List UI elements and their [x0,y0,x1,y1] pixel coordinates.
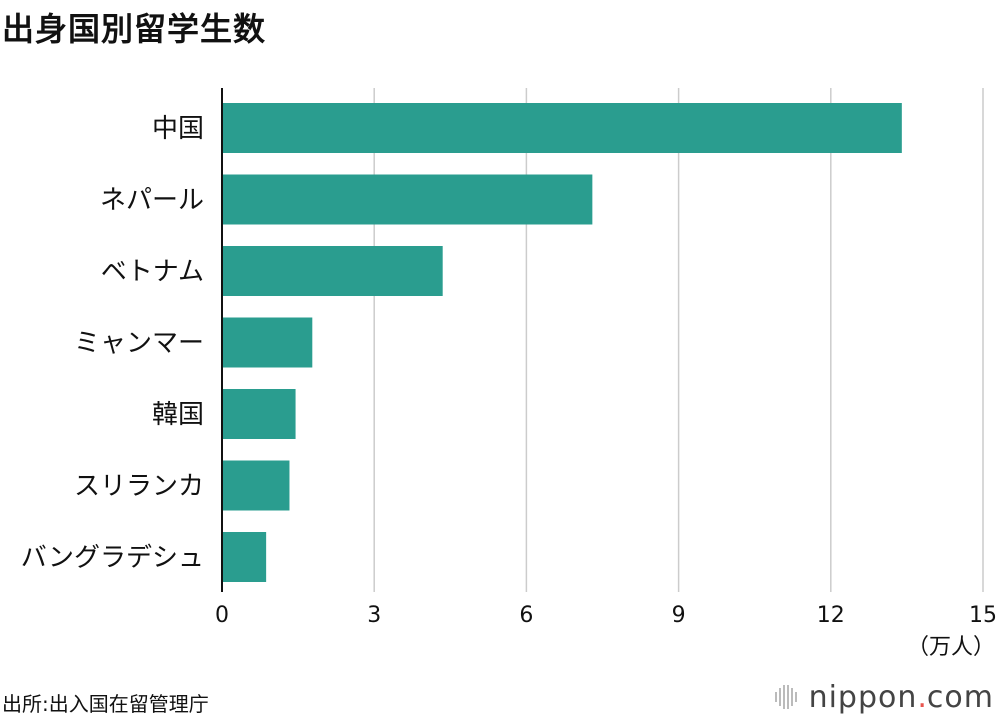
x-tick-label: 9 [672,603,686,628]
category-label: スリランカ [74,472,204,502]
brand-suffix: com [926,679,994,715]
bar [222,460,290,511]
bars [222,103,902,582]
bar [222,532,267,582]
x-axis-unit: （万人） [907,635,995,660]
category-label: ネパール [100,186,204,216]
bar [222,389,296,439]
category-label: 韓国 [152,400,204,430]
brand-name: nippon [808,679,918,715]
x-tick-label: 12 [817,603,845,628]
category-label: バングラデシュ [21,543,204,573]
bar [222,174,593,225]
category-label: ベトナム [101,257,204,287]
x-axis-ticks: 0 3 6 9 12 15 [215,603,997,628]
x-tick-label: 15 [969,603,997,628]
brand-dot: . [917,679,927,715]
bar [222,103,902,153]
chart-title: 出身国別留学生数 [2,10,267,48]
source-note: 出所:出入国在留管理庁 [2,692,209,716]
x-tick-label: 0 [215,603,229,628]
brand-logo: nippon. com [773,679,994,715]
category-label: 中国 [152,114,204,144]
bar [222,317,313,368]
grid-lines [373,88,984,592]
nippon-logo-icon [774,685,797,709]
x-tick-label: 6 [519,603,533,628]
x-tick-label: 3 [367,603,381,628]
category-label: ミャンマー [74,329,204,359]
bar [222,246,443,296]
